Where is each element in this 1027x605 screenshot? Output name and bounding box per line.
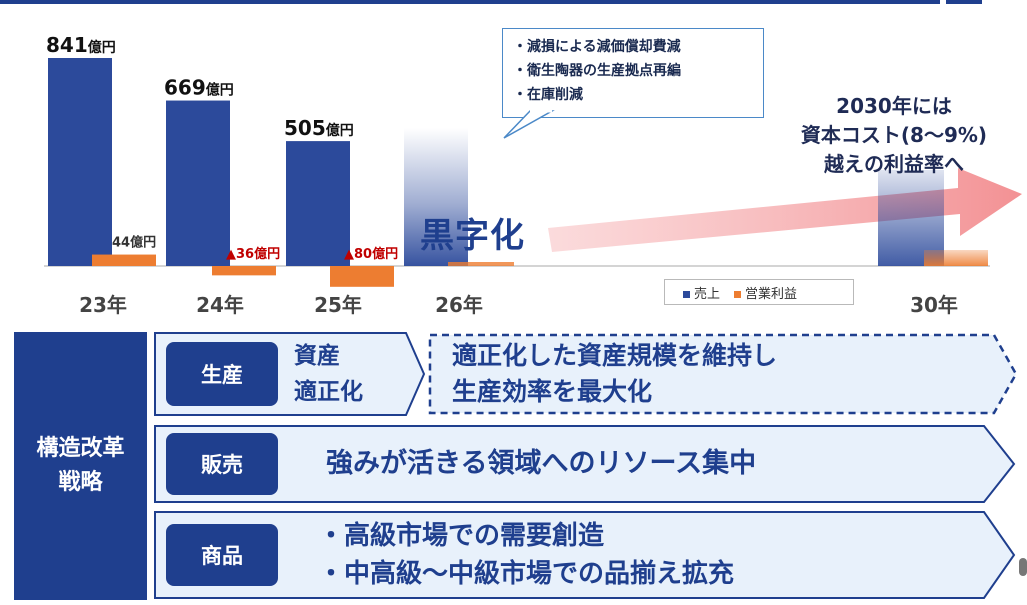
row-text-line: ・高級市場での需要創造 xyxy=(318,521,605,551)
callout-line: ・在庫削減 xyxy=(513,87,583,103)
legend-label: 営業利益 xyxy=(745,286,798,302)
target-line: 越えの利益率へ xyxy=(824,152,964,176)
target-2030: 2030年には 資本コスト(8〜9%) 越えの利益率へ xyxy=(770,92,1018,179)
strategy-title: 構造改革 戦略 xyxy=(14,332,147,600)
target-line: 資本コスト(8〜9%) xyxy=(800,123,988,147)
row-shape xyxy=(154,425,1016,503)
strategy-row-production: 生産 資産 適正化 適正化した資産規模を維持し 生産効率を最大化 xyxy=(154,332,1020,416)
chart-legend: 売上 営業利益 xyxy=(664,279,854,305)
sales-bar xyxy=(166,100,230,267)
row-text: ・高級市場での需要創造 ・中高級〜中級市場での品揃え拡充 xyxy=(318,517,734,593)
row-tag: 商品 xyxy=(166,524,278,586)
callout-line: ・衛生陶器の生産拠点再編 xyxy=(513,63,681,79)
legend-label: 売上 xyxy=(694,286,721,302)
sales-value-label: 505億円 xyxy=(284,116,354,140)
profit-value-label: ▲36億円 xyxy=(226,246,280,262)
top-tab xyxy=(946,0,982,4)
year-label-30: 30年 xyxy=(910,293,958,317)
sales-profit-chart: 841億円 669億円 505億円 44億円 ▲36億円 ▲80億円 23年 24年 25… xyxy=(44,33,1022,317)
strategy-title-line: 構造改革 xyxy=(36,436,125,461)
row-text-line: 生産効率を最大化 xyxy=(452,377,653,406)
sales-value-label: 841億円 xyxy=(46,33,116,57)
row-text-line: 適正化した資産規模を維持し xyxy=(452,341,778,370)
legend-swatch xyxy=(683,290,690,298)
target-line: 2030年には xyxy=(836,94,952,118)
profit-value-label: 44億円 xyxy=(112,235,156,251)
growth-arrow xyxy=(548,168,1022,252)
black-turn-label: 黒字化 xyxy=(420,216,525,256)
row-text: 強みが活きる領域へのリソース集中 xyxy=(326,448,757,479)
strategy-row-products: 商品 ・高級市場での需要創造 ・中高級〜中級市場での品揃え拡充 xyxy=(154,511,1020,599)
sales-bar xyxy=(286,141,350,266)
profit-value-label: ▲80億円 xyxy=(344,246,398,262)
profit-bar xyxy=(212,266,276,276)
bar-30-profit xyxy=(924,250,988,266)
strategy-row-sales: 販売 強みが活きる領域へのリソース集中 xyxy=(154,425,1020,503)
profit-bar xyxy=(92,254,156,266)
bar-26-profit xyxy=(448,262,514,266)
year-label-26: 26年 xyxy=(435,293,483,317)
row-subtitle-line: 適正化 xyxy=(294,379,363,405)
callout-line: ・減損による減価償却費減 xyxy=(513,39,681,55)
sales-value-label: 669億円 xyxy=(164,76,234,100)
bar-26-faded xyxy=(404,128,468,266)
profit-bar xyxy=(330,266,394,287)
sales-bar xyxy=(48,58,112,266)
legend-item-sales: 売上 xyxy=(683,283,720,302)
callout-box: ・減損による減価償却費減 ・衛生陶器の生産拠点再編 ・在庫削減 xyxy=(502,28,764,118)
callout-tail xyxy=(503,110,555,139)
top-rule xyxy=(0,0,940,4)
row-tag: 販売 xyxy=(166,433,278,495)
legend-item-op-profit: 営業利益 xyxy=(734,283,797,302)
row-subtitle: 資産 適正化 xyxy=(294,338,363,410)
row-text-line: ・中高級〜中級市場での品揃え拡充 xyxy=(318,559,735,589)
row-subtitle-line: 資産 xyxy=(294,343,340,369)
row-shape xyxy=(154,511,1016,599)
scrollbar-thumb[interactable] xyxy=(1019,558,1027,576)
year-label-24: 24年 xyxy=(196,293,244,317)
row-tag: 生産 xyxy=(166,342,278,406)
legend-swatch xyxy=(734,290,742,298)
strategy-title-line: 戦略 xyxy=(58,470,103,495)
row-text: 適正化した資産規模を維持し 生産効率を最大化 xyxy=(452,338,777,410)
year-label-23: 23年 xyxy=(79,293,127,317)
year-label-25: 25年 xyxy=(314,293,362,317)
